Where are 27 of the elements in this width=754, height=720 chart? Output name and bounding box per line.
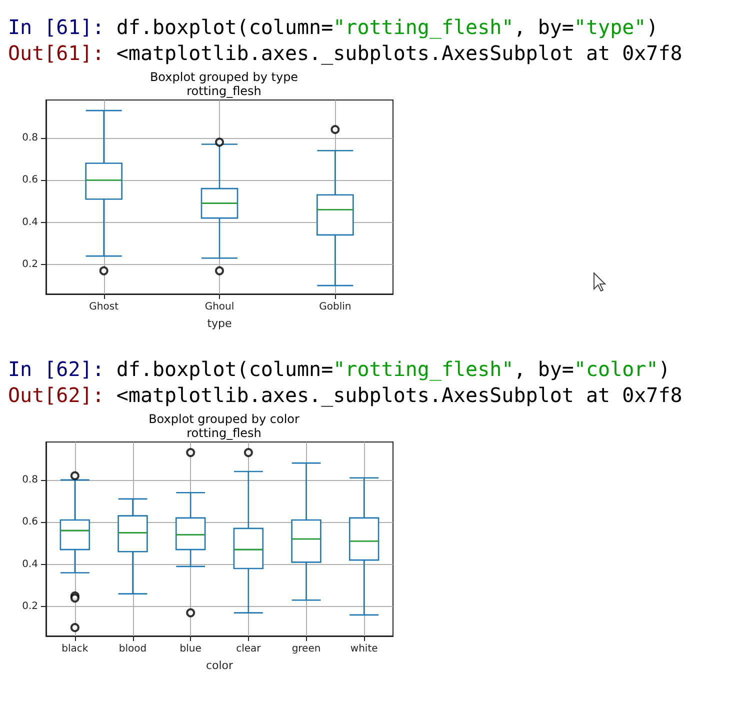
x-tick-label: Goblin xyxy=(319,302,352,312)
text: Out[62]: <matplotlib.axes._subplots.AxesSubplot at 0x7f8 xyxy=(8,383,682,407)
y-tick-label: 0.2 xyxy=(22,600,38,612)
x-tick-label: blood xyxy=(118,644,147,654)
x-tick-label: clear xyxy=(236,644,262,654)
x-tick-label: Ghost xyxy=(89,302,119,312)
chart-title: Boxplot grouped by color xyxy=(148,412,300,426)
y-tick-label: 0.2 xyxy=(22,258,38,270)
text: In [62]: df.boxplot(column="rotting_flesh", by="color") xyxy=(8,357,670,381)
text: Out[61]: <matplotlib.axes._subplots.AxesSubplot at 0x7f8 xyxy=(8,41,682,65)
x-axis-title: type xyxy=(207,317,232,330)
y-tick-label: 0.4 xyxy=(22,216,38,228)
text: In [61]: df.boxplot(column="rotting_flesh", by="type") xyxy=(8,15,658,39)
y-tick-label: 0.6 xyxy=(22,516,38,528)
y-tick-label: 0.4 xyxy=(22,558,38,570)
x-axis-title: color xyxy=(206,659,234,672)
y-tick-label: 0.6 xyxy=(22,174,38,186)
x-tick-label: blue xyxy=(180,644,202,654)
chart-subtitle: rotting_flesh xyxy=(186,84,262,98)
y-tick-label: 0.8 xyxy=(22,474,38,486)
chart-subtitle: rotting_flesh xyxy=(186,426,262,440)
x-tick-label: black xyxy=(62,644,88,654)
x-tick-label: green xyxy=(292,644,321,654)
chart-title: Boxplot grouped by type xyxy=(150,70,298,84)
x-tick-label: white xyxy=(350,644,378,654)
x-tick-label: Ghoul xyxy=(204,302,234,312)
y-tick-label: 0.8 xyxy=(22,132,38,144)
